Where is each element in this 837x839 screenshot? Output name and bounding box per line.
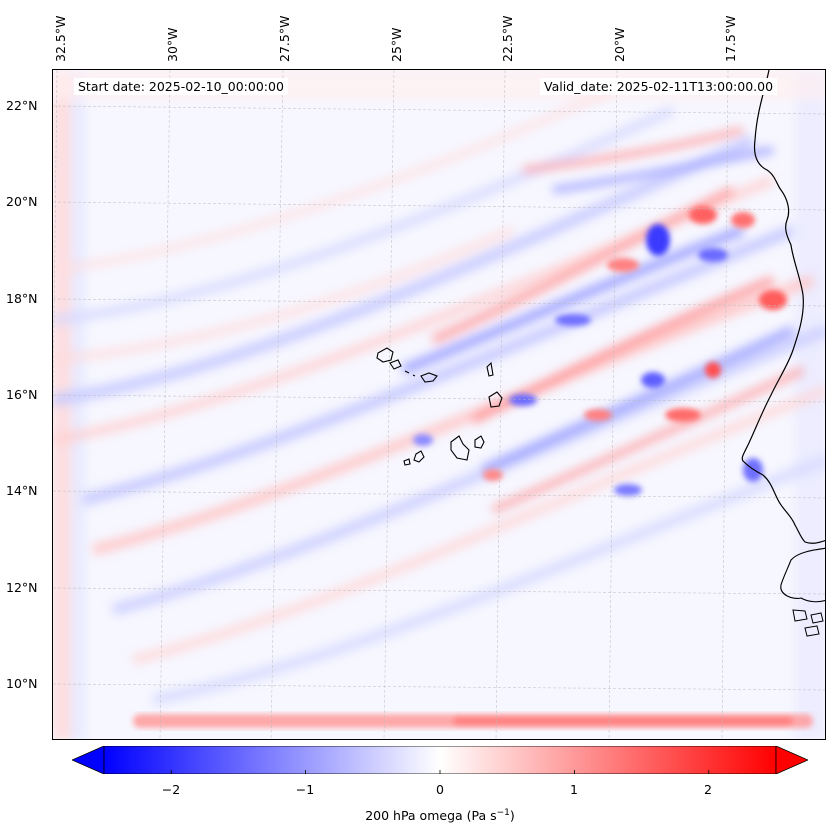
colorbar xyxy=(72,746,808,774)
lat-label-14n: 14°N xyxy=(6,483,38,498)
lat-label-12n: 12°N xyxy=(6,580,38,595)
lat-label-22n: 22°N xyxy=(6,98,38,113)
colorbar-label: 200 hPa omega (Pa s−1) xyxy=(365,808,515,823)
colorbar-label-close: ) xyxy=(509,808,515,824)
colorbar-body xyxy=(103,746,777,774)
colorbar-extend-low xyxy=(72,746,105,774)
colorbar-extend-high xyxy=(775,746,808,774)
bijagos-islands xyxy=(792,609,824,637)
graticule xyxy=(53,70,825,739)
lon-label-27-5w: 27.5°W xyxy=(277,15,292,62)
omega-field-plot xyxy=(53,70,825,739)
lat-label-16n: 16°N xyxy=(6,387,38,402)
lon-label-20w: 20°W xyxy=(612,27,627,62)
colorbar-tick-label: 1 xyxy=(570,782,578,797)
lat-label-10n: 10°N xyxy=(6,676,38,691)
colorbar-tick-label: 0 xyxy=(436,782,444,797)
lon-label-22-5w: 22.5°W xyxy=(500,15,515,62)
coastline-africa xyxy=(741,70,825,544)
valid-date-label: Valid_date: 2025-02-11T13:00:00.00 xyxy=(540,78,778,95)
omega-map-panel[interactable] xyxy=(52,69,826,740)
lon-label-32-5w: 32.5°W xyxy=(53,15,68,62)
lon-label-30w: 30°W xyxy=(165,27,180,62)
omega-cells xyxy=(413,206,787,496)
start-date-label: Start date: 2025-02-10_00:00:00 xyxy=(74,78,288,95)
colorbar-label-exponent: −1 xyxy=(496,808,510,818)
lat-label-18n: 18°N xyxy=(6,291,38,306)
lat-label-20n: 20°N xyxy=(6,194,38,209)
lon-label-17-5w: 17.5°W xyxy=(723,15,738,62)
lon-label-25w: 25°W xyxy=(389,27,404,62)
colorbar-tick-label: −2 xyxy=(161,782,181,797)
colorbar-tick-label: 2 xyxy=(704,782,712,797)
field-background xyxy=(53,70,825,739)
boundary-band-bottom xyxy=(133,714,813,728)
coastline-guinea-bissau xyxy=(780,547,825,603)
cape-verde-islands xyxy=(376,347,503,466)
colorbar-tick-label: −1 xyxy=(295,782,315,797)
colorbar-label-text: 200 hPa omega (Pa s xyxy=(365,808,497,824)
